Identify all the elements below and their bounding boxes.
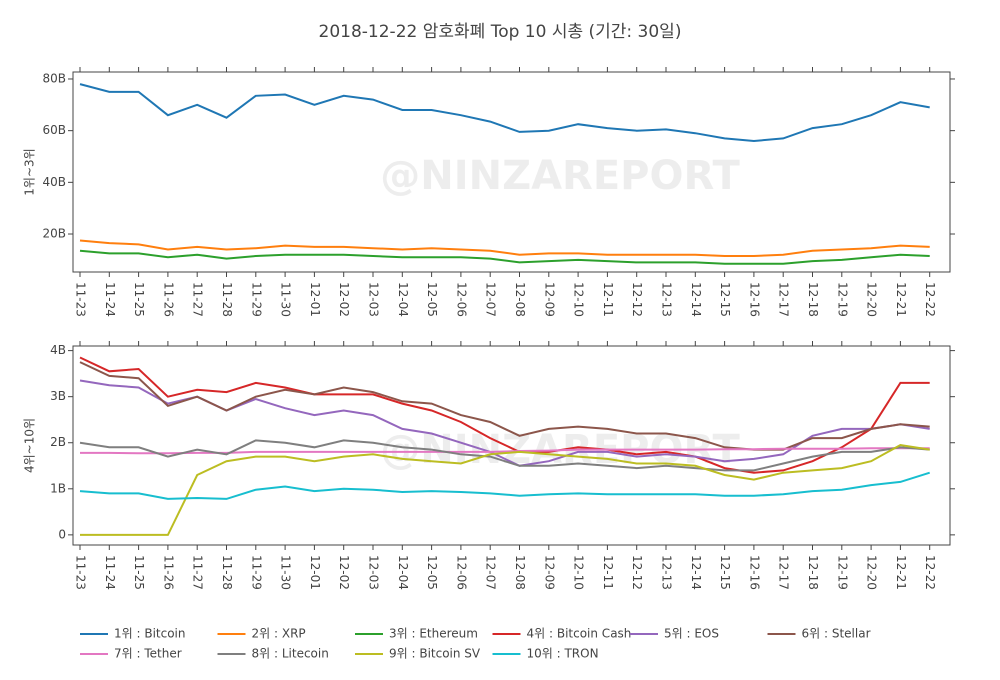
x-tick-label: 11-24	[103, 555, 117, 590]
x-tick-label: 12-19	[835, 555, 849, 590]
series-line	[79, 239, 930, 257]
y-tick-label: 4B	[50, 343, 66, 357]
x-tick-label: 12-08	[513, 555, 527, 590]
x-tick-label: 12-20	[865, 555, 879, 590]
x-tick-label: 11-23	[74, 282, 88, 317]
series-line	[79, 249, 930, 265]
plot-frame	[72, 345, 951, 546]
x-tick-label: 12-17	[777, 555, 791, 590]
series-line	[79, 361, 930, 451]
x-tick-label: 12-10	[572, 555, 586, 590]
series-line	[79, 356, 930, 474]
x-tick-label: 12-12	[630, 555, 644, 590]
x-tick-label: 11-26	[161, 282, 175, 317]
x-tick-label: 11-26	[161, 555, 175, 590]
x-tick-label: 11-25	[132, 282, 146, 317]
x-tick-label: 12-22	[923, 282, 937, 317]
x-tick-label: 12-21	[894, 555, 908, 590]
series-line	[79, 439, 930, 472]
x-tick-label: 12-09	[542, 555, 556, 590]
x-tick-label: 12-18	[806, 282, 820, 317]
watermark: @NINZAREPORT	[380, 153, 740, 199]
x-tick-label: 12-07	[484, 555, 498, 590]
y-tick-label: 60B	[42, 123, 66, 137]
x-tick-label: 12-14	[689, 282, 703, 317]
x-tick-label: 12-04	[396, 555, 410, 590]
y-tick-label: 20B	[42, 227, 66, 241]
x-tick-label: 12-09	[542, 282, 556, 317]
x-tick-label: 12-15	[718, 555, 732, 590]
x-tick-label: 12-15	[718, 282, 732, 317]
x-tick-label: 11-28	[220, 282, 234, 317]
x-tick-label: 12-13	[660, 282, 674, 317]
y-tick-label: 40B	[42, 175, 66, 189]
x-tick-label: 11-27	[191, 555, 205, 590]
legend-label: 10위 : TRON	[527, 647, 599, 661]
x-tick-label: 12-21	[894, 282, 908, 317]
legend-label: 5위 : EOS	[664, 627, 719, 641]
x-tick-label: 12-17	[777, 282, 791, 317]
x-tick-label: 12-16	[747, 555, 761, 590]
legend-label: 8위 : Litecoin	[252, 647, 329, 661]
legend-label: 6위 : Stellar	[802, 627, 871, 641]
y-tick-label: 0	[58, 527, 66, 541]
x-tick-label: 11-30	[279, 555, 293, 590]
x-tick-label: 12-07	[484, 282, 498, 317]
y-tick-label: 1B	[50, 481, 66, 495]
x-tick-label: 12-05	[425, 282, 439, 317]
x-tick-label: 12-01	[308, 282, 322, 317]
x-tick-label: 12-01	[308, 555, 322, 590]
series-line	[79, 83, 930, 143]
x-tick-label: 12-19	[835, 282, 849, 317]
plot-frame	[72, 71, 951, 273]
x-tick-label: 12-04	[396, 282, 410, 317]
chart-title: 2018-12-22 암호화폐 Top 10 시총 (기간: 30일)	[319, 22, 682, 42]
x-tick-label: 11-23	[74, 555, 88, 590]
legend-label: 4위 : Bitcoin Cash	[527, 627, 632, 641]
y-tick-label: 3B	[50, 389, 66, 403]
x-tick-label: 11-27	[191, 282, 205, 317]
x-tick-label: 11-29	[249, 555, 263, 590]
x-tick-label: 12-03	[367, 555, 381, 590]
y-tick-label: 2B	[50, 435, 66, 449]
x-tick-label: 12-06	[454, 282, 468, 317]
legend-label: 2위 : XRP	[252, 627, 306, 641]
x-tick-label: 12-03	[367, 282, 381, 317]
x-tick-label: 11-24	[103, 282, 117, 317]
x-tick-label: 12-20	[865, 282, 879, 317]
y-tick-label: 80B	[42, 71, 66, 85]
legend-label: 7위 : Tether	[114, 647, 182, 661]
x-tick-label: 12-02	[337, 282, 351, 317]
x-tick-label: 12-14	[689, 555, 703, 590]
series-line	[80, 443, 930, 536]
x-tick-label: 12-22	[923, 555, 937, 590]
x-tick-label: 12-11	[601, 282, 615, 317]
x-tick-label: 12-18	[806, 555, 820, 590]
series-line	[79, 471, 930, 500]
x-tick-label: 12-10	[572, 282, 586, 317]
x-tick-label: 12-11	[601, 555, 615, 590]
x-tick-label: 12-02	[337, 555, 351, 590]
x-tick-label: 11-28	[220, 555, 234, 590]
x-tick-label: 12-05	[425, 555, 439, 590]
legend-label: 9위 : Bitcoin SV	[389, 647, 481, 661]
x-tick-label: 11-29	[249, 282, 263, 317]
x-tick-label: 12-16	[747, 282, 761, 317]
legend-label: 1위 : Bitcoin	[114, 627, 186, 641]
x-tick-label: 12-08	[513, 282, 527, 317]
x-tick-label: 11-30	[279, 282, 293, 317]
x-tick-label: 12-12	[630, 282, 644, 317]
y-axis-label: 4위~10위	[23, 418, 37, 473]
y-axis-label: 1위~3위	[23, 148, 37, 195]
x-tick-label: 11-25	[132, 555, 146, 590]
x-tick-label: 12-13	[660, 555, 674, 590]
x-tick-label: 12-06	[454, 555, 468, 590]
legend-label: 3위 : Ethereum	[389, 627, 478, 641]
